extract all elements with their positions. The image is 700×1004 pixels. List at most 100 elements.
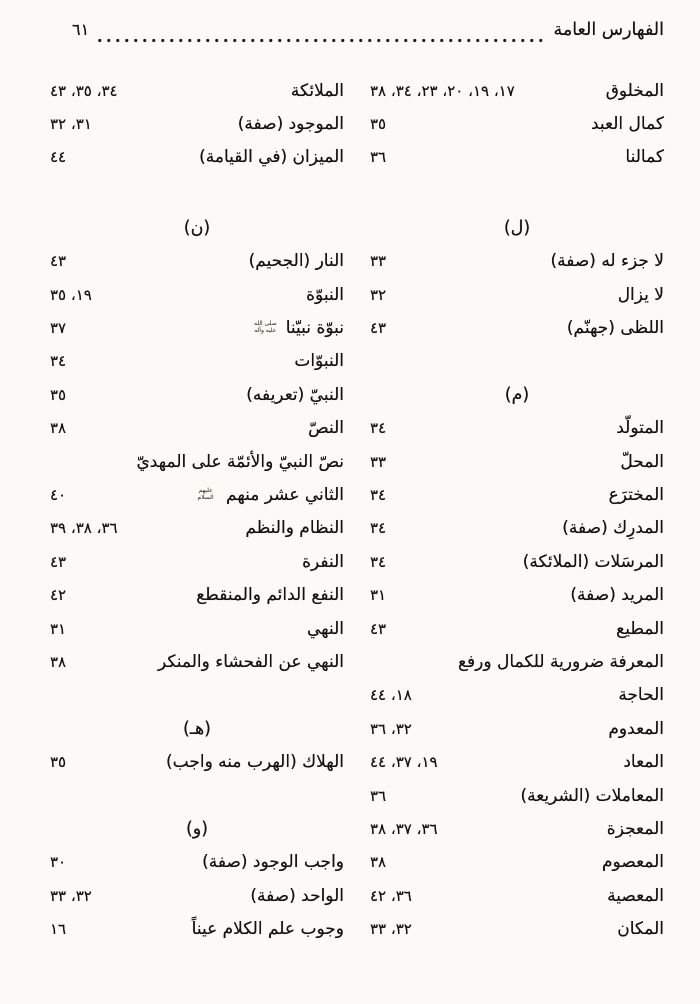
index-pages: ٤٤ — [50, 148, 67, 167]
index-cell-left: النظام والنظم ٣٦، ٣٨، ٣٩ — [50, 518, 344, 538]
index-pages: ٣٦، ٣٨، ٣٩ — [50, 519, 118, 538]
index-pages: ٣٤ — [370, 552, 387, 571]
index-cell-right: لا يزال ٣٢ — [370, 285, 664, 305]
index-row: المعصية ٣٦، ٤٢ الواحد (صفة) ٣٢، ٣٣ — [50, 879, 664, 912]
index-cell-right: المريد (صفة) ٣١ — [370, 585, 664, 605]
section-letter: (هـ) — [183, 718, 212, 739]
index-cell-right: المخلوق ١٧، ١٩، ٢٠، ٢٣، ٣٤، ٣٨ — [370, 81, 664, 101]
index-cell-right: المخترَع ٣٤ — [370, 485, 664, 505]
index-pages: ٣٨ — [370, 853, 387, 872]
index-term: كمال العبد — [590, 114, 664, 135]
index-cell-right: المكان ٣٢، ٣٣ — [370, 919, 664, 939]
index-term: الحاجة — [618, 685, 664, 706]
index-cell-right: (م) — [370, 385, 664, 405]
section-letter: (ل) — [503, 217, 531, 238]
index-cell-left: النار (الجحيم) ٤٣ — [50, 251, 344, 271]
index-term: المخلوق — [605, 80, 664, 101]
index-cell-left: الميزان (في القيامة) ٤٤ — [50, 147, 344, 167]
index-term: النبوّة — [306, 284, 344, 305]
index-pages: ٤٣ — [370, 319, 387, 338]
index-term: المعجزة — [606, 818, 664, 839]
section-letter: (م) — [504, 384, 530, 405]
index-cell-right: المعصوم ٣٨ — [370, 852, 664, 872]
index-term: الثاني عشر منهم عليهم السلام — [194, 485, 344, 505]
index-pages: ١٩، ٣٥ — [50, 285, 92, 304]
index-term: النفرة — [302, 551, 344, 572]
index-term: لا جزء له (صفة) — [550, 251, 665, 272]
index-row: لا جزء له (صفة) ٣٣ النار (الجحيم) ٤٣ — [50, 245, 664, 278]
index-cell-left: النفع الدائم والمنقطع ٤٢ — [50, 585, 344, 605]
index-term: الملائكة — [290, 80, 344, 101]
page-header: الفهارس العامة ٦١ — [50, 20, 664, 48]
index-cell-right: الحاجة ١٨، ٤٤ — [370, 685, 664, 705]
index-term: النظام والنظم — [245, 518, 344, 539]
index-term: المعصية — [607, 885, 664, 906]
index-cell-right: كمال العبد ٣٥ — [370, 114, 664, 134]
index-term: النهي عن الفحشاء والمنكر — [158, 651, 344, 672]
dot-leader — [97, 38, 546, 43]
index-cell-left: النفرة ٤٣ — [50, 552, 344, 572]
index-pages: ١٩، ٣٧، ٤٤ — [370, 753, 438, 772]
index-pages: ١٦ — [50, 920, 67, 939]
section-letter: (ن) — [183, 217, 211, 238]
index-row: (م) النبيّ (تعريفه) ٣٥ — [50, 378, 664, 411]
index-pages: ١٧، ١٩، ٢٠، ٢٣، ٣٤، ٣٨ — [370, 81, 515, 100]
index-cell-right: كمالنا ٣٦ — [370, 147, 664, 167]
honorific-mark: عليهم السلام — [197, 487, 214, 501]
index-cell-right: لا جزء له (صفة) ٣٣ — [370, 251, 664, 271]
index-term: كمالنا — [625, 147, 664, 168]
index-pages: ٣٤ — [370, 485, 387, 504]
index-pages: ٣٤، ٣٥، ٤٣ — [50, 81, 118, 100]
index-row: المعجزة ٣٦، ٣٧، ٣٨ (و) — [50, 812, 664, 845]
index-cell-left: (هـ) — [50, 719, 344, 739]
index-cell-left: واجب الوجود (صفة) ٣٠ — [50, 852, 344, 872]
index-cell-left: وجوب علم الكلام عيناً ١٦ — [50, 919, 344, 939]
index-pages: ٣٢، ٣٣ — [370, 920, 412, 939]
index-cell-right: المعاملات (الشريعة) ٣٦ — [370, 786, 664, 806]
index-term: المعصوم — [602, 852, 664, 873]
index-pages: ٣٨ — [50, 652, 67, 671]
index-cell-left: الثاني عشر منهم عليهم السلام ٤٠ — [50, 485, 344, 505]
index-pages: ٣٥ — [370, 115, 387, 134]
index-cell-left: نصّ النبيّ والأئمّة على المهديّ — [50, 452, 344, 472]
index-row: المعدوم ٣٢، ٣٦ (هـ) — [50, 712, 664, 745]
index-pages: ٣٢، ٣٣ — [50, 886, 92, 905]
index-row: المتولّد ٣٤ النصّ ٣٨ — [50, 412, 664, 445]
index-cell-right: المعاد ١٩، ٣٧، ٤٤ — [370, 752, 664, 772]
index-term: المعاد — [623, 752, 664, 773]
index-pages: ١٨، ٤٤ — [370, 686, 412, 705]
index-term: المدرِك (صفة) — [562, 518, 664, 539]
honorific-mark: صلى الله عليه وآله — [253, 320, 277, 335]
index-row: المرسَلات (الملائكة) ٣٤ النفرة ٤٣ — [50, 545, 664, 578]
page-title: الفهارس العامة — [553, 20, 664, 40]
index-term: النبيّ (تعريفه) — [246, 384, 344, 405]
index-row: المعاد ١٩، ٣٧، ٤٤ الهلاك (الهرب منه واجب)… — [50, 745, 664, 778]
index-cell-left: الواحد (صفة) ٣٢، ٣٣ — [50, 886, 344, 906]
index-pages: ٣٦ — [370, 786, 387, 805]
index-pages: ٣٤ — [370, 419, 387, 438]
index-cell-left: الموجود (صفة) ٣١، ٣٢ — [50, 114, 344, 134]
index-term: المطيع — [616, 618, 664, 639]
index-pages: ٣٥ — [50, 385, 67, 404]
index-cell-right: (ل) — [370, 218, 664, 238]
index-term: نصّ النبيّ والأئمّة على المهديّ — [136, 451, 344, 472]
index-pages: ٣٠ — [50, 853, 67, 872]
index-term: النصّ — [308, 418, 344, 439]
index-row: لا يزال ٣٢ النبوّة ١٩، ٣٥ — [50, 278, 664, 311]
index-row: المطيع ٤٣ النهي ٣١ — [50, 612, 664, 645]
index-row: النبوّات ٣٤ — [50, 345, 664, 378]
index-term: المعرفة ضرورية للكمال ورفع — [458, 651, 664, 672]
index-term: النهي — [306, 618, 344, 639]
index-row: المخترَع ٣٤ الثاني عشر منهم عليهم السلام ٤… — [50, 478, 664, 511]
index-row: المعرفة ضرورية للكمال ورفع النهي عن الفح… — [50, 645, 664, 678]
index-cell-right: المتولّد ٣٤ — [370, 418, 664, 438]
index-pages: ٤٣ — [50, 252, 67, 271]
index-row: كمالنا ٣٦ الميزان (في القيامة) ٤٤ — [50, 141, 664, 174]
index-cell-left: (و) — [50, 819, 344, 839]
index-cell-left: الملائكة ٣٤، ٣٥، ٤٣ — [50, 81, 344, 101]
index-term: المعدوم — [608, 718, 664, 739]
index-pages: ٣٢، ٣٦ — [370, 719, 412, 738]
index-cell-left: النبوّات ٣٤ — [50, 351, 344, 371]
index-term: المحلّ — [620, 451, 664, 472]
index-term: الموجود (صفة) — [237, 114, 344, 135]
